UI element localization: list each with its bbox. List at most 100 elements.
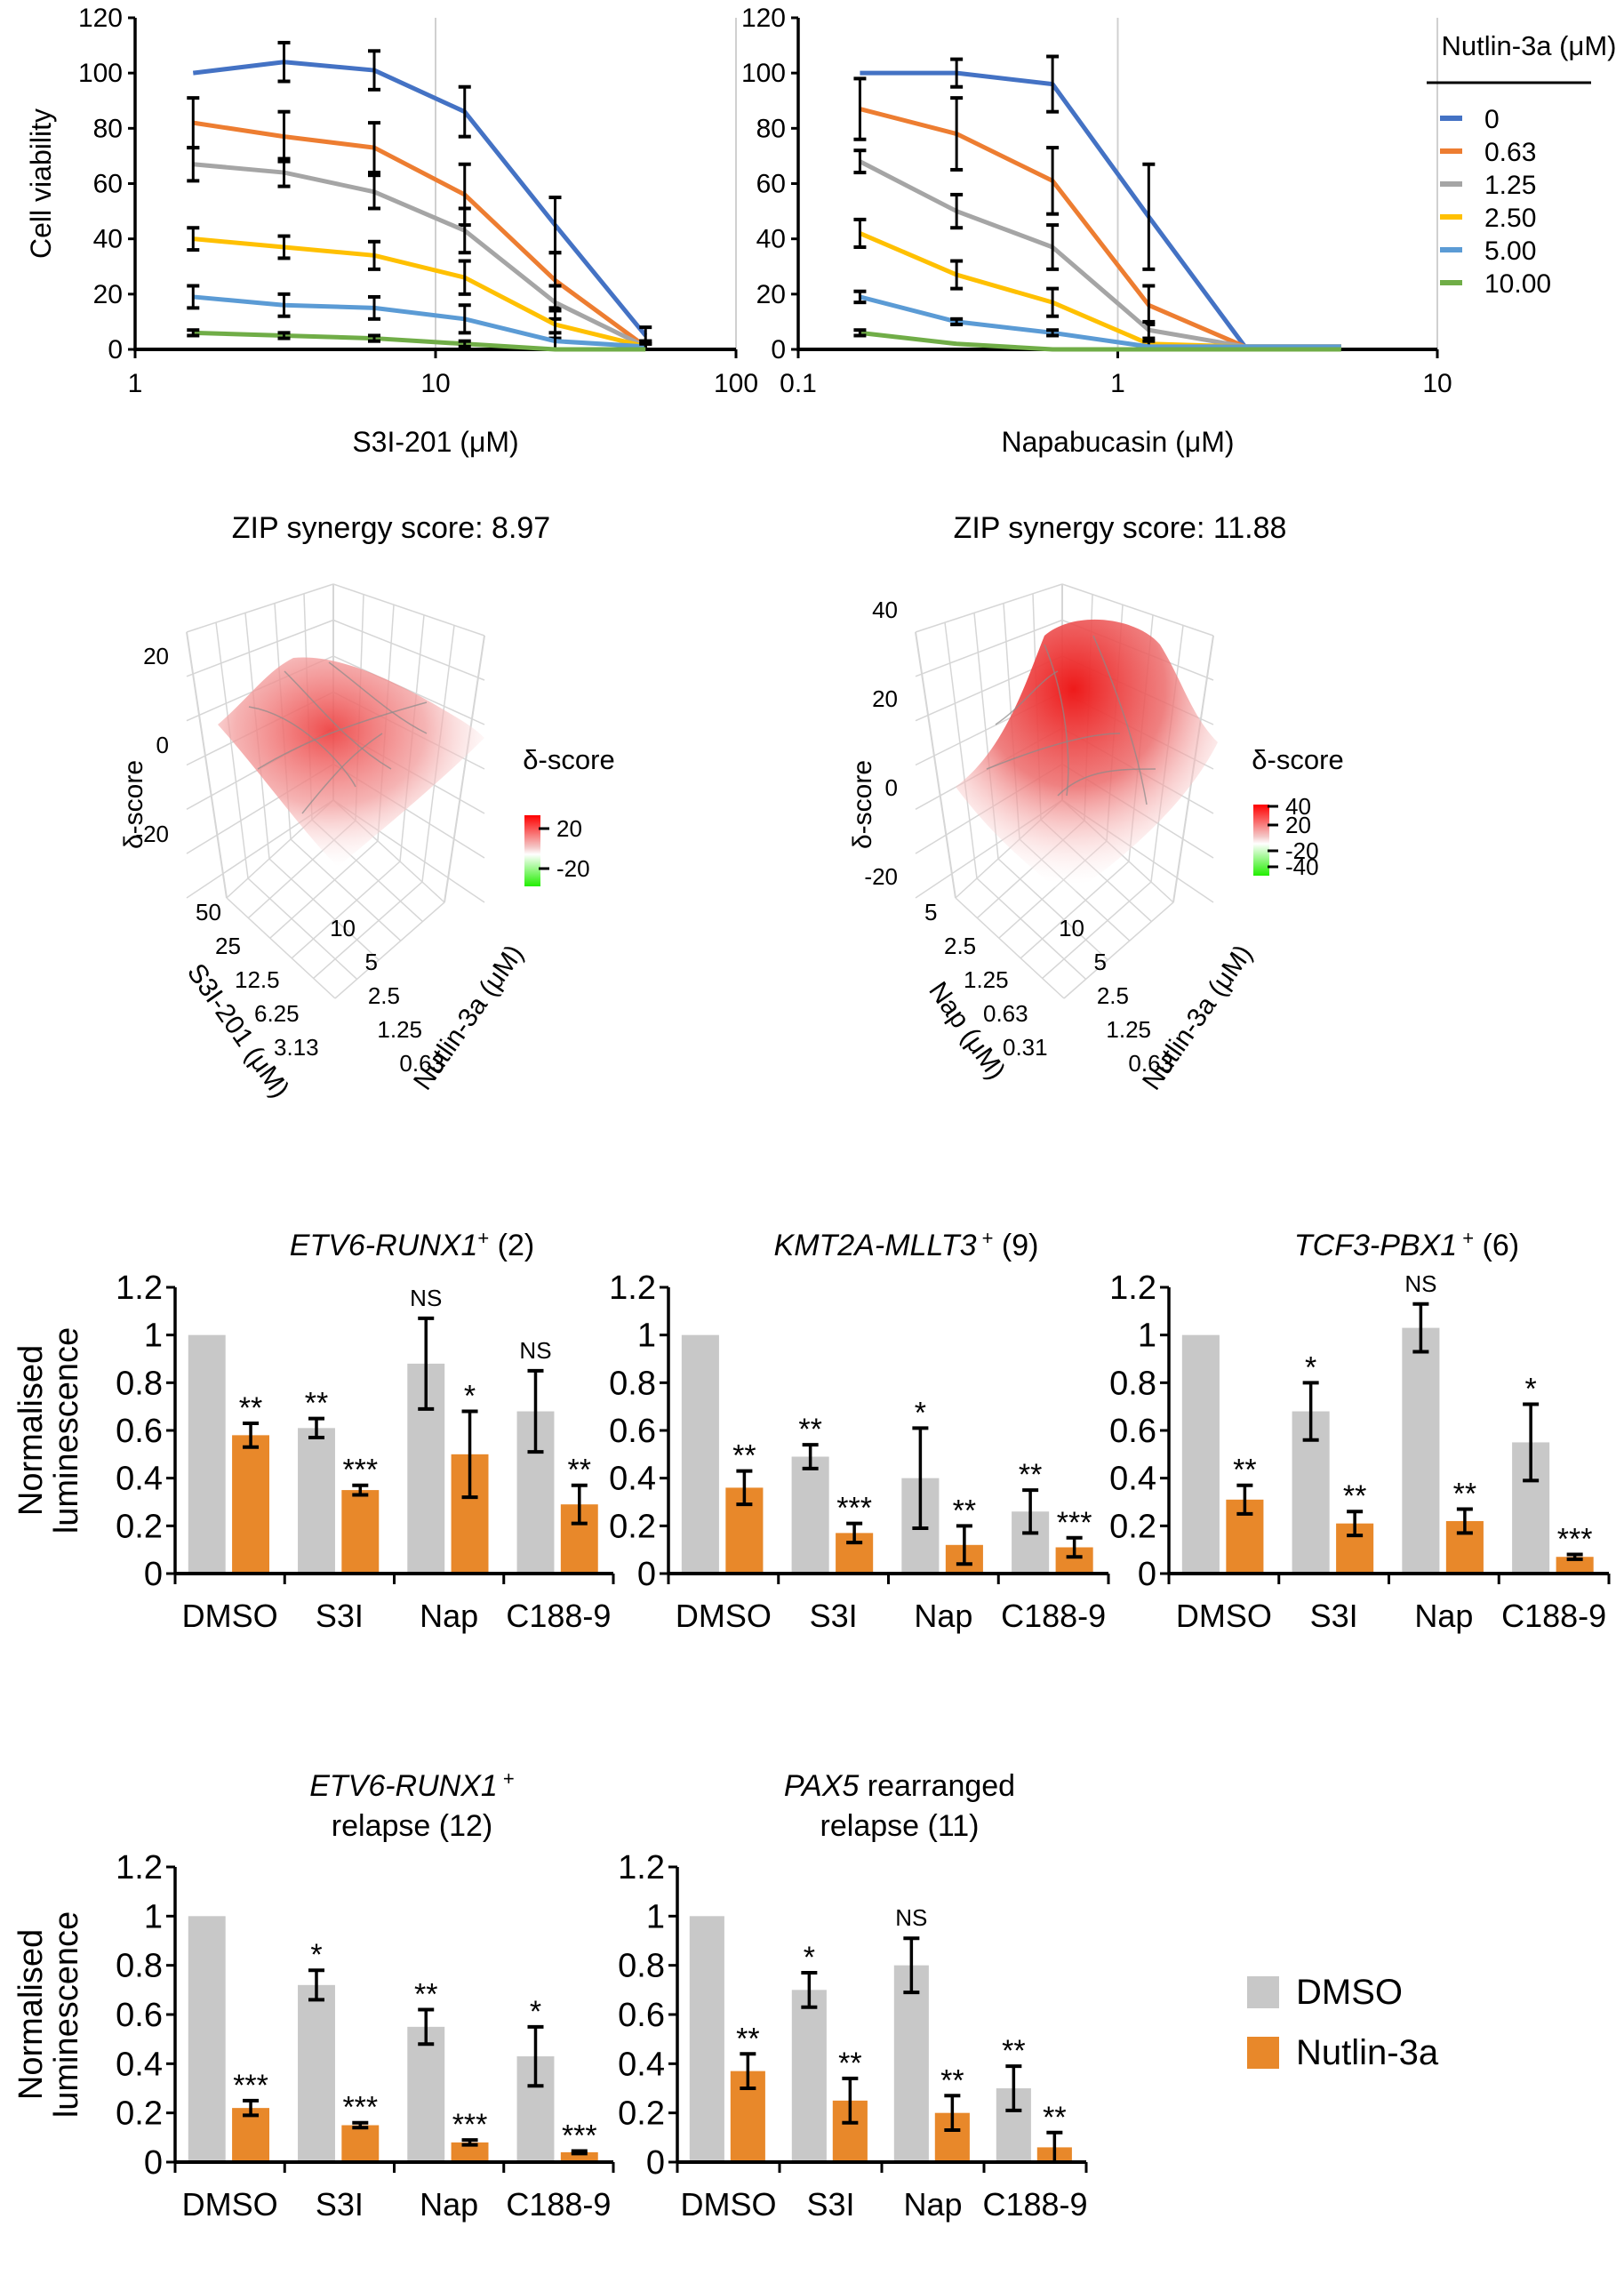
- title-gene: ETV6-RUNX1: [290, 1229, 478, 1262]
- y-tick-label: 0.2: [1109, 1508, 1156, 1545]
- bar-dmso: [1181, 1334, 1220, 1574]
- y-tick-label: 0.4: [609, 1461, 656, 1498]
- grid-line: [915, 631, 956, 899]
- x-tick-label: 0.63: [983, 1000, 1028, 1027]
- x-tick-label: S3I: [806, 2186, 854, 2223]
- colorbar-tick-label: -20: [556, 855, 590, 882]
- significance-label: **: [1453, 1478, 1476, 1511]
- legend-label: 5.00: [1484, 236, 1536, 266]
- line-chart-viability-nap: 0 20 40 60 80 100 120 0.1 1 10 Napabucasin (μM): [741, 4, 1452, 458]
- error-bar: [846, 1521, 863, 1545]
- y-tick-label: 0.6: [609, 1413, 656, 1450]
- bar-dmso: [298, 1984, 335, 2162]
- significance-label: *: [310, 1938, 322, 1972]
- y-tick-label: 0.6: [116, 1413, 163, 1450]
- x-tick-label: S3I: [316, 1598, 364, 1634]
- bar-legend: DMSO Nutlin-3a: [1247, 1973, 1439, 2072]
- error-bar: [352, 2120, 369, 2130]
- bar-nutlin-3a: [341, 1490, 380, 1574]
- x-tick-label: 6.25: [254, 1000, 300, 1027]
- y-tick-label: 0: [108, 335, 123, 364]
- title-sup: +: [1457, 1227, 1474, 1249]
- error-bar: [458, 339, 471, 348]
- surface-mesh-line: [284, 670, 392, 770]
- floor-line: [290, 838, 402, 941]
- significance-label: ***: [342, 2091, 378, 2125]
- y-tick-label: 1.25: [1106, 1016, 1151, 1043]
- surface-plot-zip-s3i: ZIP synergy score: 8.97 -20 0 20 δ-score 3.13…: [119, 511, 615, 1103]
- x-tick-label: DMSO: [182, 2186, 278, 2223]
- y-axis-label: Normalised: [12, 1929, 50, 2100]
- error-bar: [1142, 162, 1156, 271]
- y-tick-label: 120: [741, 4, 786, 33]
- y-axis-label: Nutlin-3a (μM): [1137, 940, 1258, 1095]
- grid-line: [944, 622, 978, 879]
- y-tick-label: 0.4: [618, 2046, 665, 2083]
- error-bar: [277, 234, 291, 260]
- error-bar: [853, 289, 867, 305]
- surface-mesh-line: [328, 661, 428, 734]
- legend-label: 1.25: [1484, 171, 1536, 200]
- z-tick-label: 0: [156, 732, 169, 758]
- y-tick-label: 10: [1059, 915, 1084, 941]
- y-tick-label: 1: [1138, 1318, 1156, 1355]
- error-bar: [527, 1368, 544, 1454]
- series-line-0: [860, 70, 1341, 349]
- surface-plot-zip-nap: ZIP synergy score: 11.88-2002040δ-score0…: [848, 511, 1344, 1095]
- y-tick-label: 0.6: [1109, 1413, 1156, 1450]
- bar-chart-bar-tcf3-pbx1: TCF3-PBX1 + (6)00.20.40.60.811.2**DMSO**…: [1109, 1227, 1611, 1634]
- colorbar-title: δ-score: [1252, 744, 1343, 775]
- bar-dmso: [188, 1334, 226, 1574]
- bar-chart-bar-etv6-runx1-relapse: ETV6-RUNX1 + relapse (12) 0 0.2 0.4 0.6 0.8 1 1.…: [12, 1767, 615, 2223]
- floor-line: [997, 858, 1108, 961]
- floor-line: [269, 840, 379, 939]
- error-bar: [352, 1483, 369, 1497]
- y-tick-label: 0.8: [116, 1948, 163, 1985]
- y-tick-label: 0: [144, 1556, 163, 1593]
- error-bar: [1066, 1535, 1083, 1559]
- x-tick-label: C188-9: [506, 2186, 611, 2223]
- series-line-1.25: [859, 159, 1341, 349]
- title-sup: +: [977, 1227, 994, 1249]
- x-tick-label: S3I: [1310, 1598, 1358, 1634]
- y-tick-label: 0: [637, 1556, 656, 1593]
- x-tick-label: Nap: [914, 1598, 972, 1634]
- error-bar: [187, 284, 200, 310]
- significance-label: *: [804, 1941, 815, 1975]
- series-line-5.00: [193, 294, 646, 349]
- error-bar: [853, 217, 867, 249]
- y-tick-label: 0.63: [1128, 1050, 1173, 1077]
- y-tick-label: 60: [756, 170, 786, 199]
- colorbar-tick-label: -40: [1285, 853, 1319, 880]
- y-tick-label: 5: [1094, 949, 1107, 975]
- x-tick-label: 10: [1422, 369, 1452, 398]
- grid-line: [186, 619, 334, 677]
- y-tick-label: 80: [93, 114, 123, 143]
- significance-label: ***: [342, 1454, 378, 1487]
- y-tick-label: 0.4: [1109, 1461, 1156, 1498]
- error-bar: [1022, 1488, 1039, 1535]
- bar-dmso: [681, 1334, 719, 1574]
- y-tick-label: 0.2: [116, 2095, 163, 2133]
- legend-title: Nutlin-3a (μM): [1441, 30, 1616, 61]
- surface-title: ZIP synergy score: 8.97: [232, 511, 550, 545]
- x-tick-label: 50: [196, 899, 221, 925]
- error-bar: [950, 316, 964, 327]
- floor-line: [1063, 901, 1174, 999]
- y-tick-label: 2.5: [1097, 982, 1129, 1009]
- significance-label: **: [305, 1387, 328, 1421]
- x-tick-label: DMSO: [182, 1598, 278, 1634]
- bar-dmso: [791, 1456, 829, 1574]
- y-tick-label: 0.8: [1109, 1365, 1156, 1402]
- bar-nutlin-3a: [451, 2142, 489, 2162]
- error-bar: [368, 173, 381, 211]
- surface-mesh-line: [995, 670, 1059, 725]
- y-tick-label: 1.2: [609, 1270, 656, 1307]
- series-line-0.63: [859, 107, 1341, 349]
- x-tick-label: 0.1: [780, 369, 817, 398]
- y-tick-label: 0.6: [618, 1997, 665, 2034]
- floor-line: [976, 877, 1087, 980]
